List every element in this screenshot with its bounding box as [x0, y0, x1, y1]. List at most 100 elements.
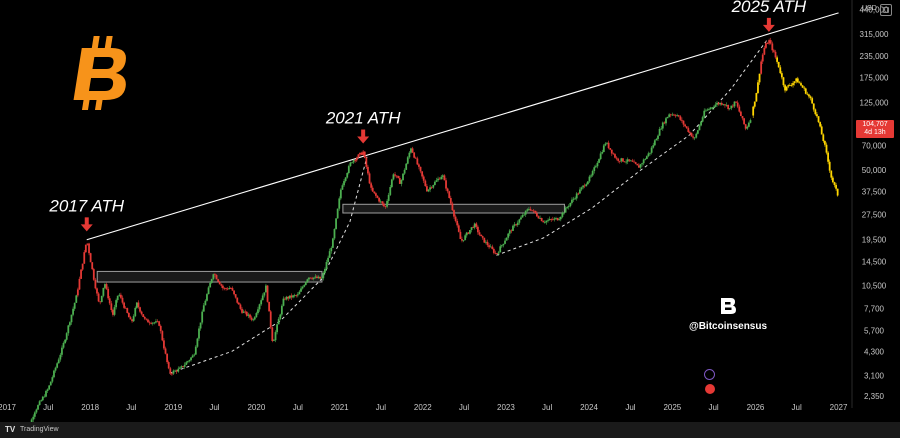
price-candle — [465, 232, 468, 236]
price-candle — [343, 181, 345, 186]
price-candle — [703, 110, 706, 118]
price-candle — [354, 160, 357, 161]
price-candle — [112, 310, 114, 315]
tradingview-brand[interactable]: TradingView — [20, 426, 59, 433]
price-candle — [653, 140, 656, 146]
price-candle — [520, 217, 522, 220]
price-candle — [139, 307, 141, 312]
projection-candle — [809, 96, 812, 99]
price-candle — [433, 181, 436, 186]
price-candle — [660, 128, 663, 130]
price-candle — [706, 109, 709, 111]
event-icon[interactable] — [704, 369, 715, 380]
price-candle — [741, 116, 744, 119]
projection-candle — [773, 50, 775, 52]
y-tick-label: 2,350 — [864, 392, 885, 401]
price-candle — [738, 106, 741, 112]
watermark-handle: @Bitcoinsensus — [688, 321, 768, 332]
projection-candle — [765, 43, 767, 48]
price-candle — [496, 253, 498, 254]
price-candle — [650, 147, 653, 153]
price-candle — [430, 187, 433, 189]
price-candle — [644, 158, 647, 160]
price-candle — [590, 175, 592, 177]
price-candle — [355, 157, 358, 161]
price-candle — [397, 176, 400, 179]
price-candle — [169, 368, 172, 374]
price-candle — [601, 151, 604, 154]
event-icon[interactable] — [705, 384, 715, 394]
y-tick-label: 440,000 — [860, 5, 889, 14]
price-candle — [507, 233, 510, 238]
projection-candle — [827, 152, 829, 162]
price-candle — [571, 199, 573, 203]
price-candle — [217, 279, 220, 282]
price-candle — [477, 226, 479, 233]
price-candle — [127, 312, 130, 318]
price-candle — [732, 105, 734, 107]
price-candle — [622, 158, 624, 162]
price-candle — [239, 304, 242, 309]
price-candle — [51, 377, 54, 382]
price-candle — [641, 163, 643, 165]
price-candle — [400, 180, 403, 184]
x-tick-label: 2025 — [663, 403, 681, 412]
ath-label: 2025 ATH — [731, 0, 807, 16]
projection-candle — [760, 61, 763, 74]
price-candle — [668, 114, 671, 117]
price-candle — [639, 164, 642, 168]
price-candle — [67, 325, 70, 334]
price-candle — [453, 210, 455, 217]
price-candle — [700, 121, 702, 126]
price-candle — [373, 191, 376, 194]
price-candle — [701, 117, 704, 122]
price-candle — [378, 197, 380, 202]
price-candle — [339, 189, 342, 199]
price-candle — [115, 300, 118, 308]
price-candle — [252, 319, 255, 321]
price-candle — [83, 252, 86, 264]
price-candle — [438, 178, 441, 180]
y-tick-label: 14,500 — [862, 258, 887, 267]
price-candle — [185, 362, 188, 365]
price-candle — [365, 157, 368, 167]
price-candle — [193, 354, 196, 356]
price-candle — [81, 263, 84, 270]
price-candle — [728, 108, 731, 110]
price-candle — [712, 106, 715, 108]
tradingview-logo-icon[interactable]: TV — [5, 425, 16, 434]
x-tick-label: Jul — [792, 403, 802, 412]
projection-candle — [819, 122, 822, 127]
settings-icon[interactable] — [880, 4, 892, 16]
price-candle — [510, 230, 513, 232]
price-candle — [303, 285, 306, 287]
price-candle — [124, 307, 127, 309]
price-candle — [687, 128, 690, 132]
price-candle — [54, 367, 57, 371]
price-candle — [61, 347, 63, 355]
x-tick-label: 2023 — [497, 403, 515, 412]
price-candle — [636, 163, 639, 166]
x-tick-label: Jul — [293, 403, 303, 412]
price-candle — [645, 156, 648, 159]
price-candle — [49, 381, 52, 386]
price-candle — [736, 102, 739, 107]
price-candle — [483, 237, 486, 243]
price-candle — [241, 308, 243, 313]
price-candle — [722, 104, 725, 106]
price-candle — [287, 296, 290, 299]
price-candle — [671, 114, 674, 116]
price-candle — [135, 302, 138, 308]
price-candle — [524, 210, 527, 215]
price-candle — [306, 279, 309, 282]
price-candle — [655, 138, 658, 141]
price-candle — [696, 130, 699, 134]
price-candle — [57, 359, 60, 364]
price-candle — [563, 212, 565, 214]
price-candle — [414, 157, 417, 159]
price-candle — [349, 162, 352, 167]
price-candle — [727, 104, 730, 109]
price-candle — [178, 367, 181, 369]
price-candle — [596, 162, 599, 167]
